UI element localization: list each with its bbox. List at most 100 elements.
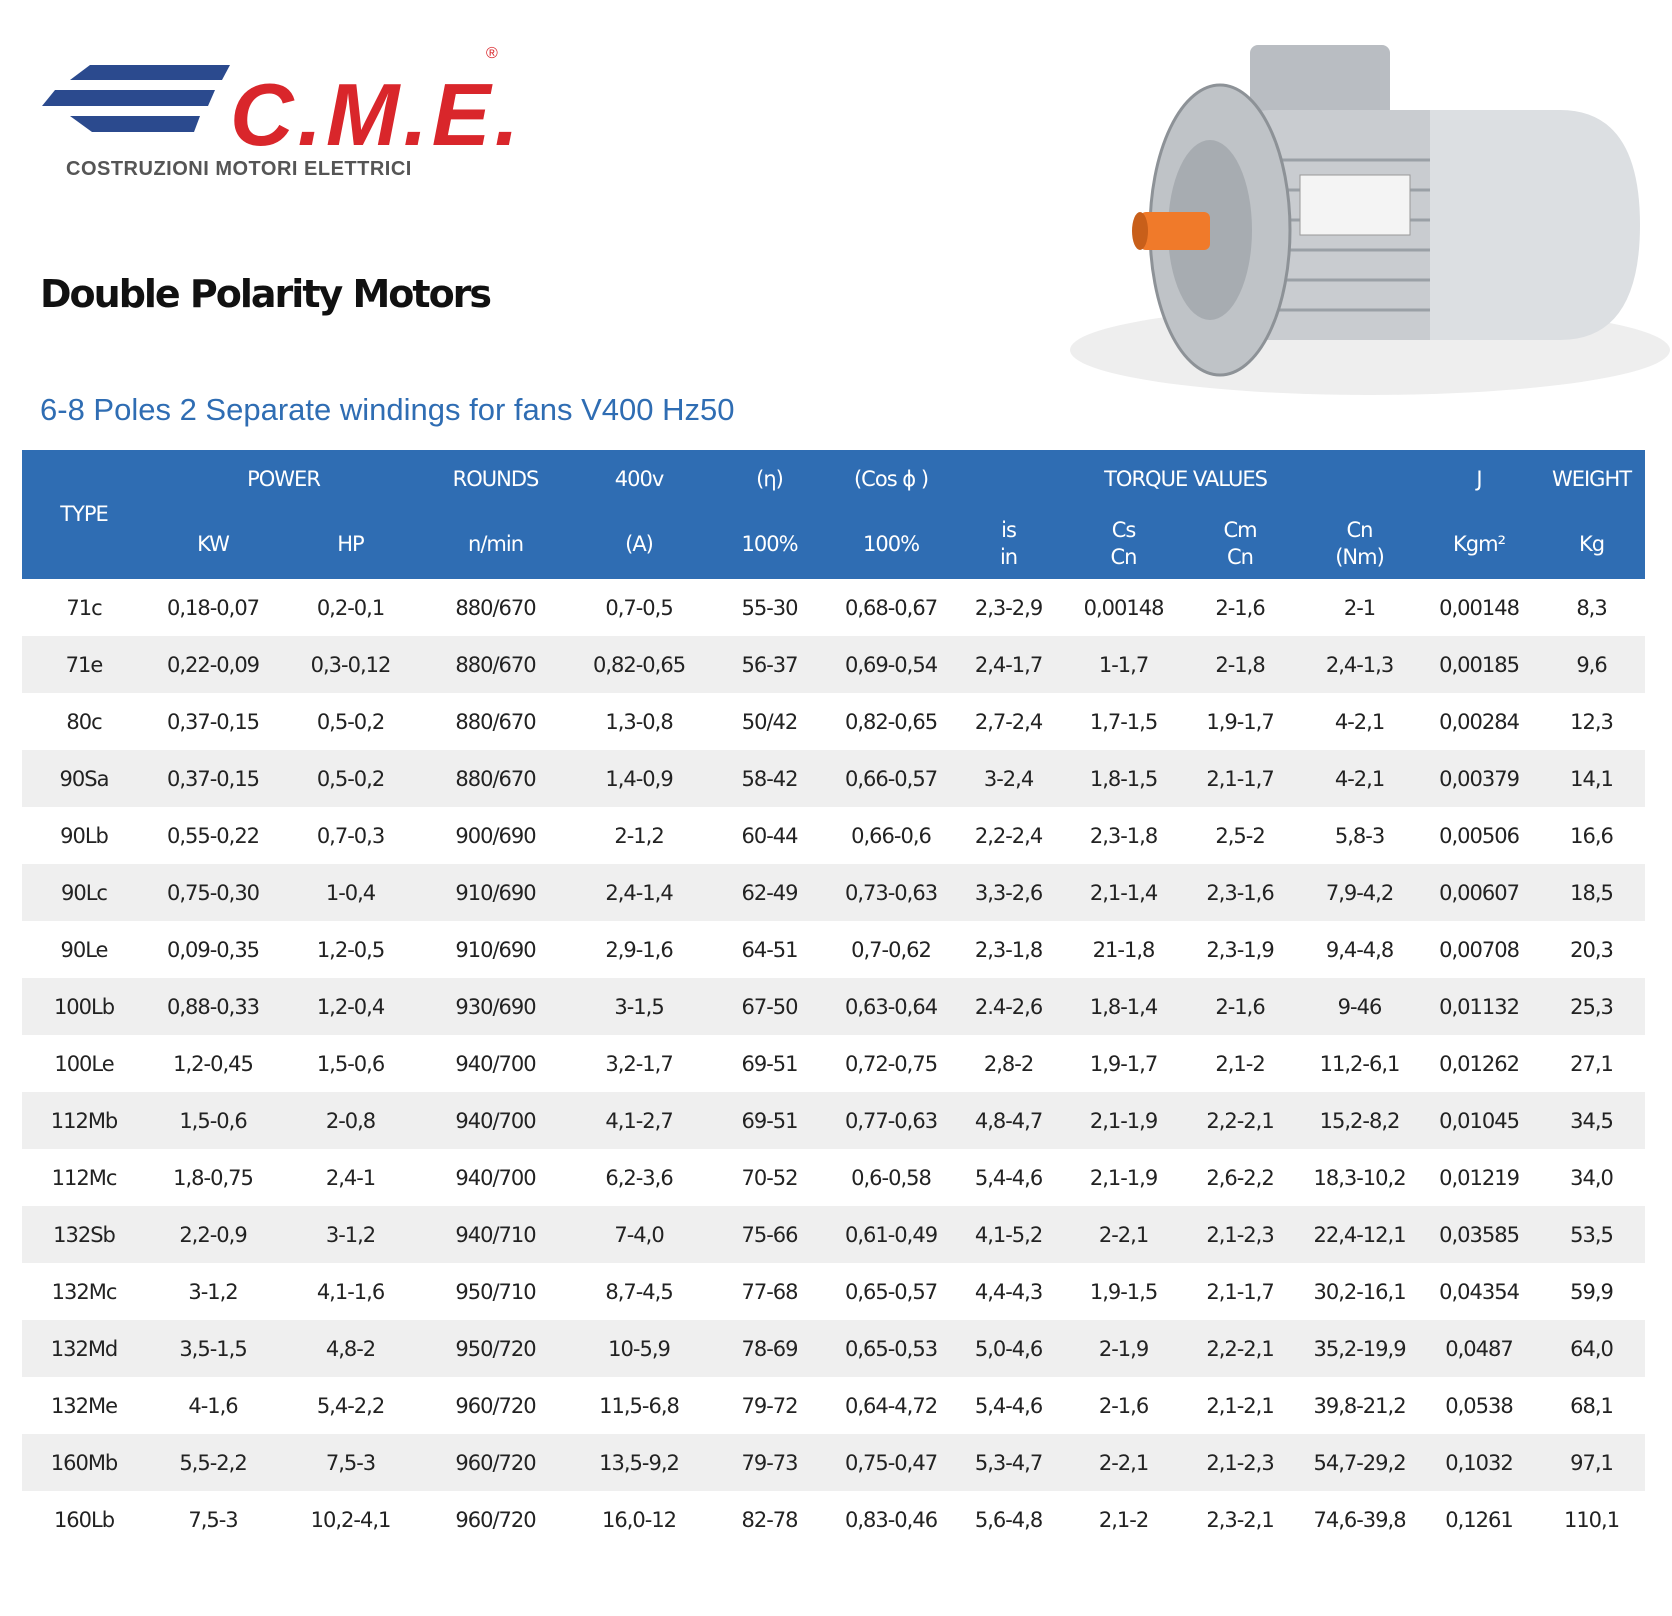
table-cell: 34,0 [1570, 1165, 1614, 1190]
table-cell: 18,5 [1570, 880, 1614, 905]
table-cell: 1,5-0,6 [179, 1108, 247, 1133]
table-cell: 1-1,7 [1098, 652, 1149, 677]
table-cell: 0,82-0,65 [844, 709, 938, 734]
table-cell: 2,1-1,9 [1089, 1108, 1158, 1133]
table-cell: 1,8-1,5 [1089, 766, 1158, 791]
table-cell: 2-1,8 [1215, 652, 1265, 677]
table-cell: 97,1 [1570, 1450, 1614, 1475]
table-cell: 60-44 [741, 823, 799, 848]
table-row: 132Md 3,5-1,5 4,8-2 950/720 10-5,9 78-69 0,65-… [22, 1320, 1646, 1377]
table-cell: 71c [66, 595, 102, 620]
unit-header: KW [146, 509, 280, 579]
table-cell: 2,2-2,4 [974, 823, 1043, 848]
table-cell: 16,0-12 [601, 1507, 677, 1532]
table-cell: 0,00607 [1439, 880, 1520, 905]
column-header: J [1476, 467, 1482, 491]
table-cell: 13,5-9,2 [599, 1450, 680, 1475]
table-row: 112Mb 1,5-0,6 2-0,8 940/700 4,1-2,7 69-51 0,77… [22, 1092, 1646, 1149]
table-cell: 25,3 [1570, 994, 1614, 1019]
table-cell: 3-1,2 [325, 1222, 376, 1247]
table-cell: 930/690 [455, 994, 536, 1019]
unit-line: n/min [468, 531, 524, 556]
table-cell: 0,2-0,1 [316, 595, 385, 620]
table-cell: 77-68 [741, 1279, 799, 1304]
table-cell: 0,6-0,58 [851, 1165, 932, 1190]
table-cell: 7-4,0 [614, 1222, 664, 1247]
table-cell: 2-0,8 [325, 1108, 376, 1133]
table-cell: 910/690 [455, 937, 536, 962]
table-cell: 2,8-2 [983, 1051, 1034, 1076]
table-cell: 0,1032 [1445, 1450, 1513, 1475]
column-header: TORQUE VALUES [1104, 467, 1268, 491]
unit-line: Kgm² [1453, 531, 1506, 556]
table-cell: 5,6-4,8 [974, 1507, 1043, 1532]
table-cell: 2,1-2 [1215, 1051, 1265, 1076]
table-cell: 112Mb [50, 1108, 119, 1133]
graphics: C.M.E. ® [42, 45, 1670, 395]
table-cell: 110,1 [1563, 1507, 1620, 1532]
table-row: 100Le 1,2-0,45 1,5-0,6 940/700 3,2-1,7 69-51 0… [22, 1035, 1645, 1092]
table-cell: 16,6 [1570, 823, 1614, 848]
table-subtitle: 6-8 Poles 2 Separate windings for fans V… [40, 392, 735, 427]
table-cell: 3-1,2 [188, 1279, 238, 1304]
table-cell: 2-1,6 [1215, 994, 1265, 1019]
unit-line: (Nm) [1335, 545, 1385, 569]
table-cell: 30,2-16,1 [1313, 1279, 1406, 1304]
table-cell: 20,3 [1570, 937, 1614, 962]
table-cell: 950/720 [455, 1336, 536, 1361]
unit-line: 100% [741, 531, 798, 556]
logo-stripes [42, 65, 230, 132]
table-row: 100Lb 0,88-0,33 1,2-0,4 930/690 3-1,5 67-50 0,… [22, 978, 1646, 1035]
column-header: WEIGHT [1551, 467, 1632, 491]
table-cell: 12,3 [1570, 709, 1614, 734]
table-row: 132Me 4-1,6 5,4-2,2 960/720 11,5-6,8 79-72 0,6… [22, 1377, 1645, 1434]
table-cell: 0,37-0,15 [166, 766, 260, 791]
table-cell: 3,2-1,7 [605, 1051, 673, 1076]
table-cell: 3,5-1,5 [179, 1336, 247, 1361]
column-header: (Cos ϕ ) [853, 467, 929, 491]
table-cell: 2,1-1,9 [1089, 1165, 1158, 1190]
table-cell: 8,3 [1576, 595, 1607, 620]
table-cell: 910/690 [455, 880, 536, 905]
table-cell: 0,66-0,57 [844, 766, 938, 791]
table-cell: 67-50 [741, 994, 799, 1019]
table-cell: 960/720 [455, 1393, 536, 1418]
table-cell: 112Mc [51, 1165, 118, 1190]
motor-illustration [1070, 45, 1670, 395]
table-cell: 940/710 [455, 1222, 536, 1247]
table-cell: 0,00148 [1083, 595, 1165, 620]
table-cell: 58-42 [741, 766, 799, 791]
table-cell: 0,37-0,15 [166, 709, 260, 734]
table-cell: 68,1 [1570, 1393, 1614, 1418]
table-cell: 0,22-0,09 [166, 652, 260, 677]
table-cell: 0,01045 [1439, 1108, 1520, 1133]
table-body: 71c 0,18-0,07 0,2-0,1 880/670 0,7-0,5 55-30 0,… [22, 579, 1646, 1548]
table-row: 132Mc 3-1,2 4,1-1,6 950/710 8,7-4,5 77-68 0,65… [22, 1263, 1645, 1320]
unit-line: Cn [1346, 518, 1374, 542]
table-cell: 4,4-4,3 [974, 1279, 1043, 1304]
table-cell: 960/720 [455, 1507, 536, 1532]
table-row: 160Lb 7,5-3 10,2-4,1 960/720 16,0-12 82-78 0,8… [22, 1491, 1645, 1548]
table-cell: 0,65-0,53 [844, 1336, 938, 1361]
table-cell: 4,1-1,6 [316, 1279, 385, 1304]
table-cell: 4,1-2,7 [605, 1108, 673, 1133]
table-cell: 0,61-0,49 [844, 1222, 938, 1247]
table-cell: 35,2-19,9 [1313, 1336, 1406, 1361]
table-cell: 0,7-0,62 [851, 937, 932, 962]
table-cell: 1,8-0,75 [173, 1165, 254, 1190]
table-cell: 39,8-21,2 [1313, 1393, 1406, 1418]
table-cell: 0,01262 [1439, 1051, 1520, 1076]
unit-header: 100% [708, 509, 831, 579]
table-cell: 2,1-1,4 [1089, 880, 1158, 905]
table-cell: 90Le [60, 937, 109, 962]
table-cell: 160Lb [53, 1507, 115, 1532]
table-cell: 160Mb [50, 1450, 119, 1475]
table-cell: 0,72-0,75 [844, 1051, 938, 1076]
table-cell: 74,6-39,8 [1313, 1507, 1406, 1532]
table-cell: 0,75-0,47 [844, 1450, 938, 1475]
table-cell: 69-51 [741, 1051, 799, 1076]
table-cell: 2,7-2,4 [974, 709, 1043, 734]
table-cell: 22,4-12,1 [1313, 1222, 1406, 1247]
table-cell: 960/720 [455, 1450, 536, 1475]
table-cell: 5,4-4,6 [974, 1165, 1043, 1190]
